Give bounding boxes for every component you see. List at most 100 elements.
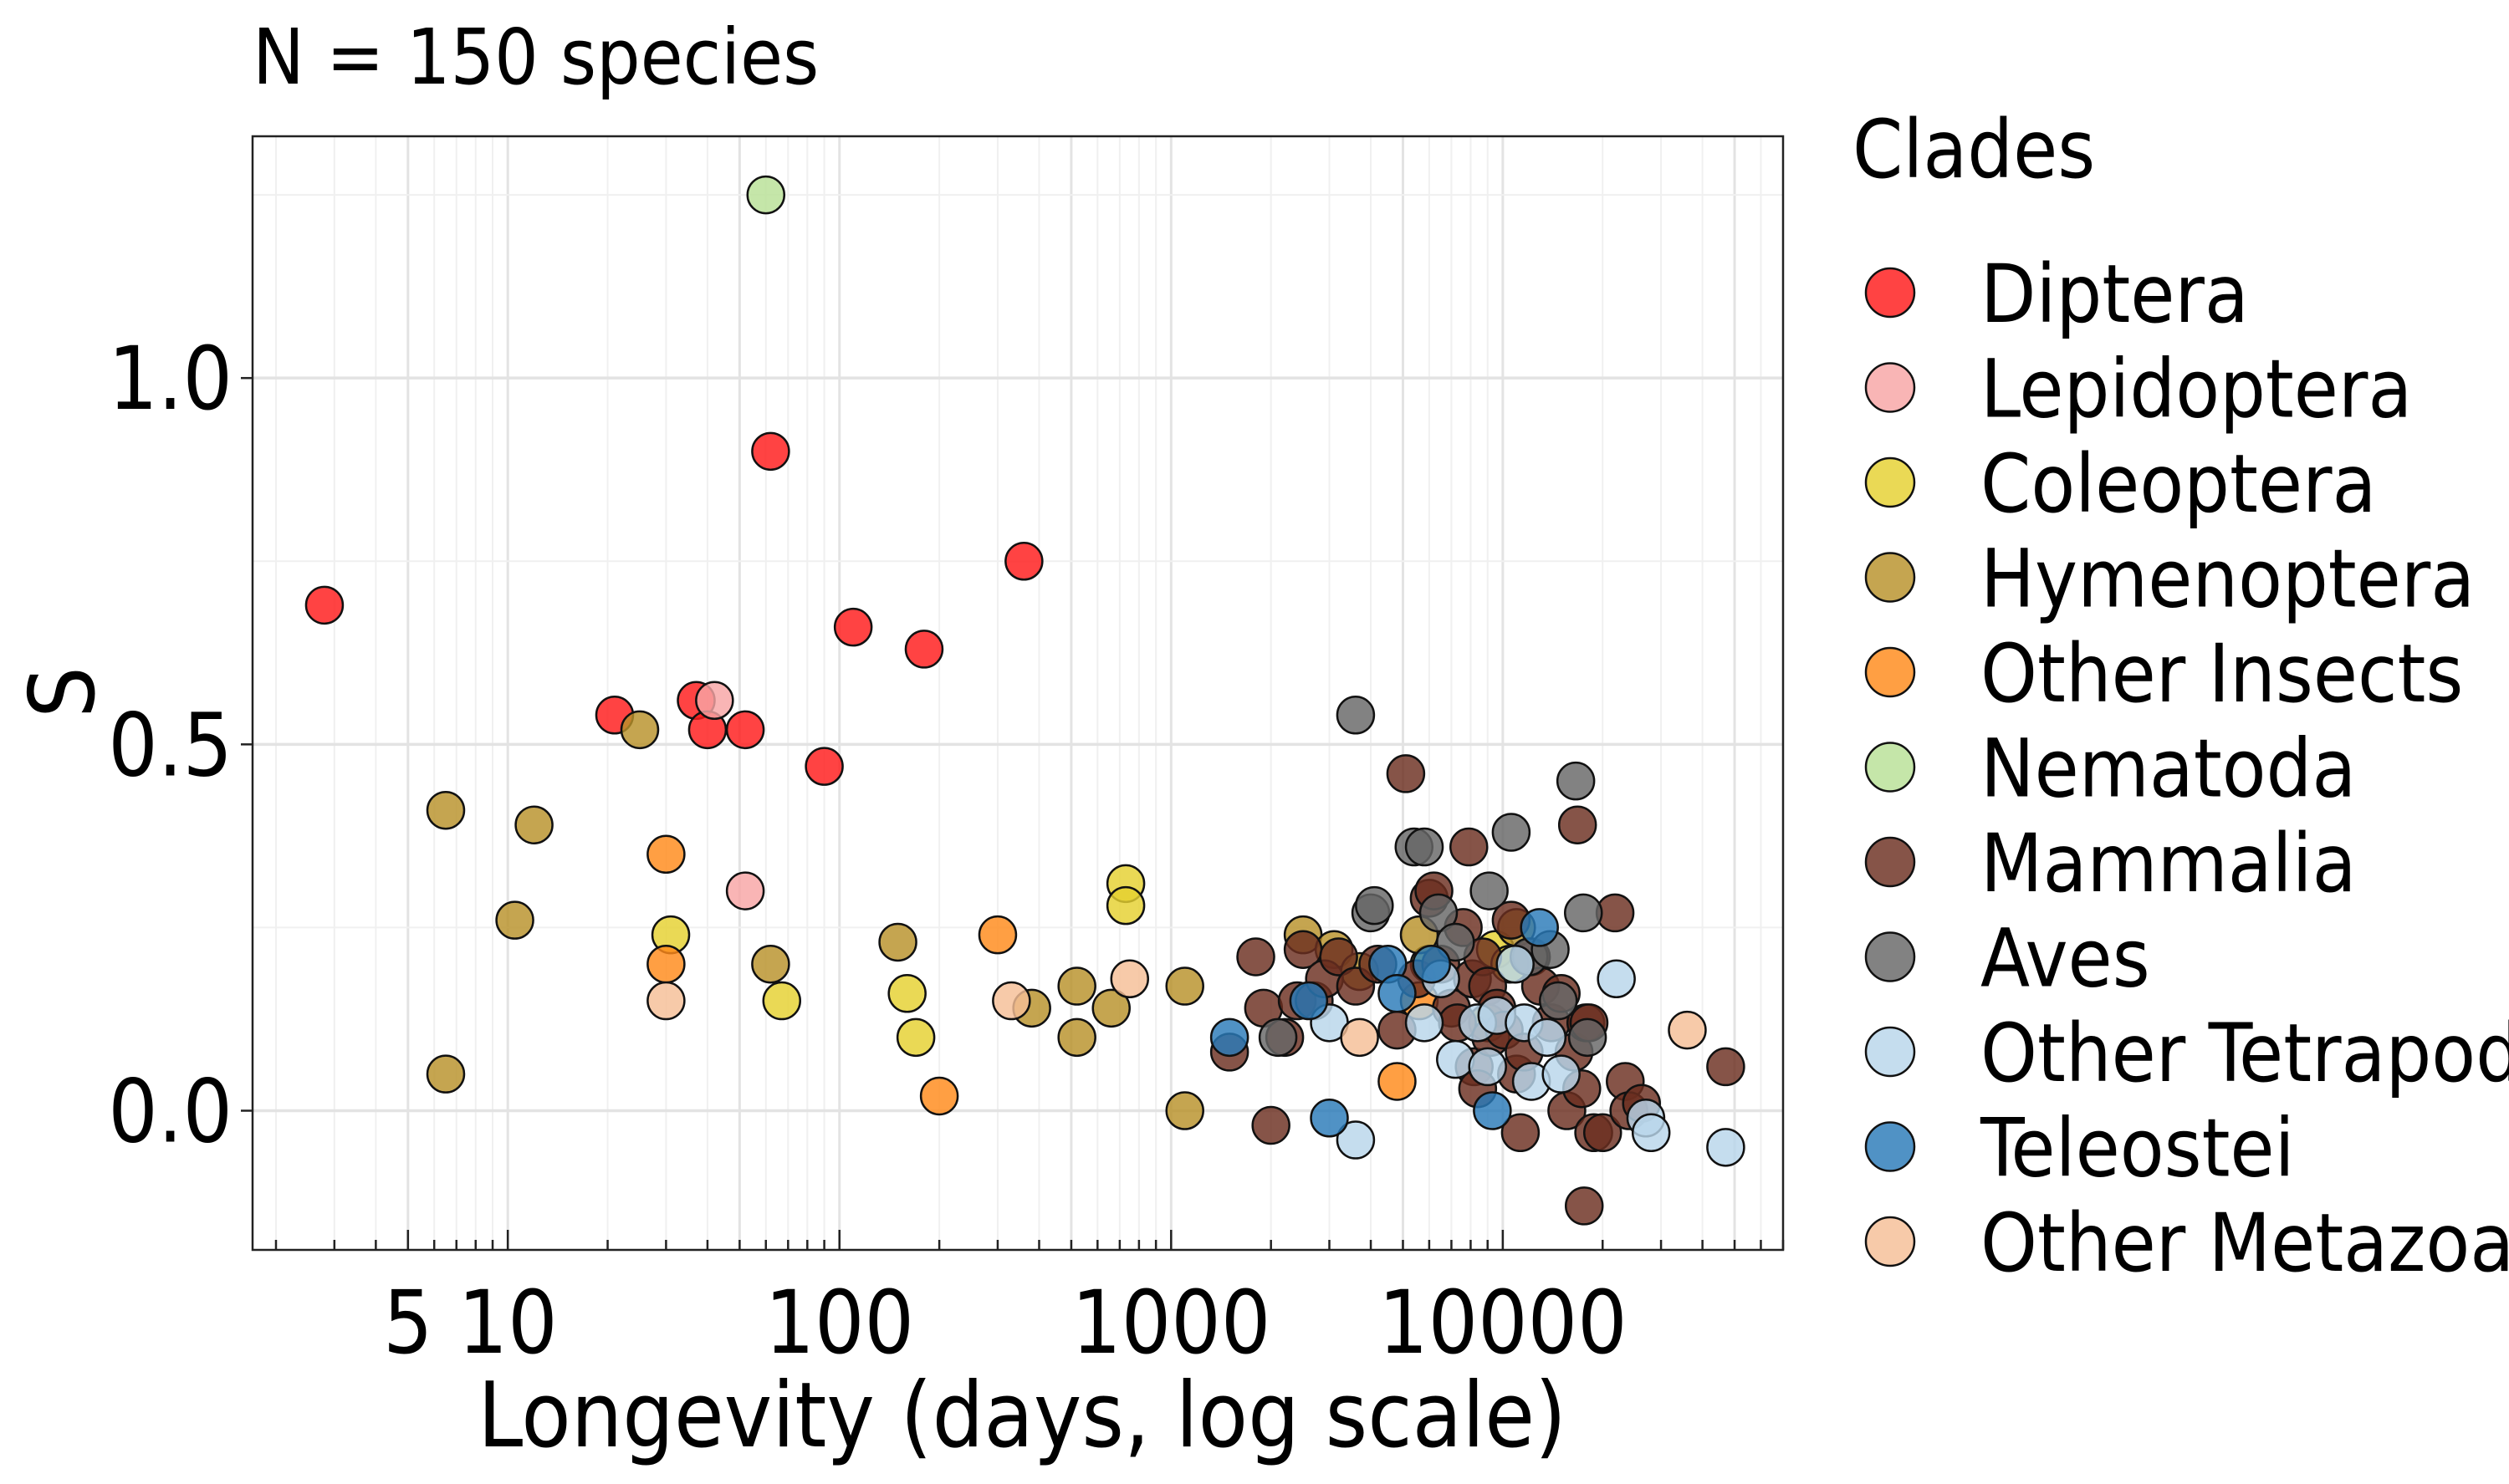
point-aves bbox=[1491, 813, 1531, 852]
point-hymenoptera bbox=[426, 790, 466, 830]
legend-label-hymenoptera: Hymenoptera bbox=[1980, 533, 2475, 626]
x-tick-label: 100 bbox=[764, 1272, 914, 1374]
point-other-tetrapods bbox=[1495, 944, 1535, 984]
point-other-insects bbox=[646, 834, 686, 875]
point-aves bbox=[1404, 827, 1444, 867]
chart-title: N = 150 species bbox=[253, 13, 819, 102]
point-coleoptera bbox=[887, 974, 927, 1013]
point-aves bbox=[1469, 871, 1509, 910]
point-other-insects bbox=[919, 1076, 959, 1116]
legend-swatch-diptera bbox=[1864, 267, 1916, 319]
point-coleoptera bbox=[1106, 885, 1146, 926]
legend-items: DipteraLepidopteraColeopteraHymenopteraO… bbox=[1864, 247, 2509, 1290]
point-hymenoptera bbox=[620, 710, 660, 750]
point-coleoptera bbox=[762, 981, 802, 1021]
point-aves bbox=[1418, 893, 1459, 933]
point-mammalia bbox=[1236, 937, 1275, 977]
point-diptera bbox=[725, 710, 765, 750]
point-hymenoptera bbox=[878, 922, 917, 962]
point-aves bbox=[1258, 1017, 1298, 1058]
point-aves bbox=[1355, 885, 1394, 926]
point-other-tetrapods bbox=[1436, 1039, 1475, 1079]
y-axis-label: S bbox=[11, 666, 115, 718]
y-tick-label: 0.0 bbox=[108, 1061, 233, 1163]
point-diptera bbox=[805, 747, 844, 786]
legend-swatch-lepidoptera bbox=[1864, 362, 1916, 413]
y-tick-label: 0.5 bbox=[108, 694, 233, 796]
legend-swatch-other-tetrapods bbox=[1864, 1026, 1916, 1078]
point-other-tetrapods bbox=[1706, 1128, 1745, 1167]
legend-label-other-tetrapods: Other Tetrapods bbox=[1980, 1007, 2509, 1100]
x-tick-label: 1000 bbox=[1071, 1272, 1270, 1374]
point-diptera bbox=[833, 607, 873, 647]
point-teleostei bbox=[1473, 1091, 1512, 1130]
point-other-tetrapods bbox=[1527, 1017, 1567, 1058]
point-teleostei bbox=[1377, 974, 1417, 1013]
point-other-insects bbox=[646, 944, 686, 984]
point-mammalia bbox=[1500, 1113, 1541, 1153]
point-diptera bbox=[904, 630, 944, 669]
point-teleostei bbox=[1310, 1099, 1349, 1138]
point-teleostei bbox=[1412, 944, 1451, 984]
point-hymenoptera bbox=[1165, 1091, 1204, 1130]
point-aves bbox=[1336, 696, 1376, 735]
legend-swatch-nematoda bbox=[1864, 742, 1916, 793]
legend: Clades DipteraLepidopteraColeopteraHymen… bbox=[1852, 103, 2509, 1290]
x-tick-label: 10 bbox=[458, 1272, 558, 1374]
point-hymenoptera bbox=[1057, 966, 1096, 1006]
x-axis: 5 10 100 1000 10000 bbox=[274, 1230, 1785, 1374]
legend-label-diptera: Diptera bbox=[1980, 247, 2249, 341]
point-mammalia bbox=[1582, 1113, 1622, 1153]
point-hymenoptera bbox=[495, 900, 534, 940]
point-teleostei bbox=[1520, 908, 1559, 947]
point-nematoda bbox=[746, 175, 786, 215]
plot-points bbox=[304, 175, 1745, 1226]
point-aves bbox=[1436, 922, 1475, 962]
point-other-metazoans bbox=[1110, 959, 1150, 999]
point-aves bbox=[1556, 761, 1596, 801]
point-hymenoptera bbox=[1165, 966, 1204, 1006]
point-other-tetrapods bbox=[1631, 1113, 1671, 1153]
point-mammalia bbox=[1557, 805, 1597, 844]
point-mammalia bbox=[1449, 827, 1489, 867]
point-other-insects bbox=[1377, 1062, 1417, 1101]
legend-label-mammalia: Mammalia bbox=[1980, 817, 2357, 910]
point-hymenoptera bbox=[1057, 1017, 1096, 1058]
legend-label-other-metazoans: Other Metazoans bbox=[1980, 1196, 2509, 1290]
point-other-metazoans bbox=[992, 981, 1031, 1021]
y-tick-label: 1.0 bbox=[108, 328, 233, 430]
legend-label-lepidoptera: Lepidoptera bbox=[1980, 343, 2412, 436]
legend-swatch-other-metazoans bbox=[1864, 1216, 1916, 1267]
point-hymenoptera bbox=[751, 944, 790, 984]
point-teleostei bbox=[1209, 1017, 1249, 1058]
legend-swatch-hymenoptera bbox=[1864, 552, 1916, 603]
point-hymenoptera bbox=[1091, 988, 1131, 1028]
point-other-insects bbox=[978, 915, 1018, 955]
point-other-metazoans bbox=[1668, 1010, 1707, 1050]
point-other-metazoans bbox=[1340, 1017, 1379, 1058]
point-coleoptera bbox=[896, 1017, 936, 1058]
legend-swatch-other-insects bbox=[1864, 646, 1916, 698]
point-diptera bbox=[304, 585, 345, 625]
point-hymenoptera bbox=[514, 805, 554, 844]
point-diptera bbox=[1004, 542, 1044, 581]
legend-title: Clades bbox=[1852, 103, 2095, 196]
legend-label-teleostei: Teleostei bbox=[1980, 1102, 2295, 1196]
point-other-tetrapods bbox=[1336, 1120, 1376, 1160]
point-other-tetrapods bbox=[1597, 959, 1636, 999]
point-other-tetrapods bbox=[1541, 1054, 1581, 1094]
point-other-tetrapods bbox=[1468, 1047, 1507, 1087]
plot-grid bbox=[253, 136, 1784, 1250]
point-other-tetrapods bbox=[1404, 1003, 1444, 1043]
x-tick-label: 5 bbox=[383, 1272, 433, 1374]
legend-label-coleoptera: Coleoptera bbox=[1980, 437, 2376, 531]
x-tick-label: 10000 bbox=[1378, 1272, 1628, 1374]
point-lepidoptera bbox=[695, 681, 734, 721]
point-lepidoptera bbox=[725, 871, 765, 910]
legend-label-other-insects: Other Insects bbox=[1980, 627, 2463, 721]
legend-swatch-aves bbox=[1864, 931, 1916, 982]
point-aves bbox=[1538, 981, 1578, 1021]
point-aves bbox=[1563, 893, 1603, 933]
legend-label-aves: Aves bbox=[1980, 912, 2150, 1006]
